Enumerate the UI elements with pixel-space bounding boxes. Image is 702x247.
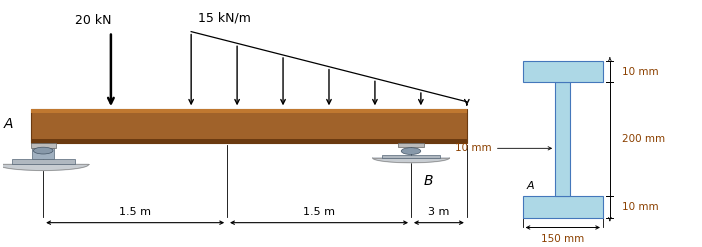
- Text: 3 m: 3 m: [428, 207, 449, 217]
- Text: 1.5 m: 1.5 m: [119, 207, 151, 217]
- Text: 10 mm: 10 mm: [623, 202, 659, 212]
- Bar: [523, 61, 603, 82]
- Text: 1.5 m: 1.5 m: [303, 207, 335, 217]
- Bar: [555, 82, 571, 196]
- Polygon shape: [0, 165, 88, 170]
- Bar: [399, 143, 423, 147]
- Bar: [12, 159, 74, 165]
- Bar: [32, 148, 54, 159]
- Bar: [31, 143, 55, 148]
- Text: 20 kN: 20 kN: [75, 14, 112, 27]
- Text: A: A: [4, 117, 13, 130]
- Bar: [31, 109, 467, 143]
- Text: 15 kN/m: 15 kN/m: [198, 11, 251, 24]
- Text: B: B: [424, 174, 433, 188]
- Text: 10 mm: 10 mm: [455, 143, 491, 153]
- Bar: [31, 140, 467, 143]
- Circle shape: [34, 147, 53, 154]
- Text: 150 mm: 150 mm: [541, 234, 584, 244]
- Text: 10 mm: 10 mm: [623, 66, 659, 77]
- Bar: [523, 196, 603, 218]
- Bar: [31, 109, 467, 113]
- Circle shape: [402, 148, 420, 154]
- Bar: [382, 155, 440, 158]
- Text: 200 mm: 200 mm: [623, 134, 665, 144]
- Text: A: A: [526, 181, 534, 191]
- Polygon shape: [373, 158, 449, 163]
